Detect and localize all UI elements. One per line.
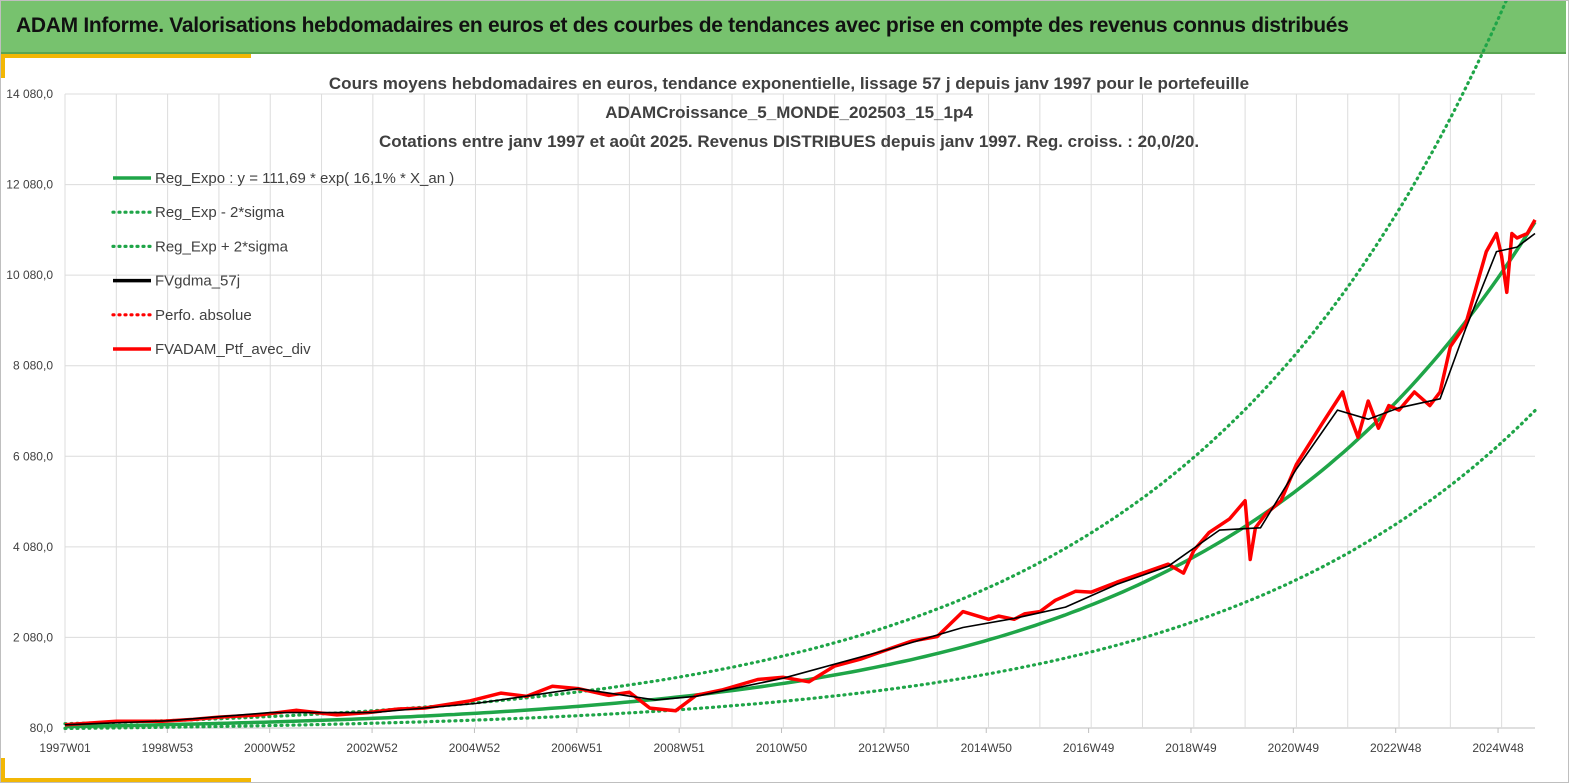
x-tick-label: 2006W51 [551,741,603,755]
x-tick-label: 2016W49 [1063,741,1115,755]
x-axis-ticks: 1997W01 1998W53 2000W52 2002W52 2004W52 2006W… [39,728,1524,755]
legend-label: Perfo. absolue [155,307,252,324]
accent-bar-bottom-vertical [1,758,5,782]
chart-title-line-1: Cours moyens hebdomadaires en euros, ten… [329,74,1249,93]
fvgdma-57j-line [64,232,1536,726]
y-tick-label: 6 080,0 [13,449,53,463]
title-banner: ADAM Informe. Valorisations hebdomadaire… [1,1,1566,54]
x-tick-label: 1998W53 [142,741,194,755]
x-tick-label: 2018W49 [1165,741,1217,755]
chart-title-line-2: ADAMCroissance_5_MONDE_202503_15_1p4 [605,103,973,122]
fvadam-ptf-avec-div-line [64,219,1537,727]
x-tick-label: 2008W51 [653,741,705,755]
chart-title-line-3: Cotations entre janv 1997 et août 2025. … [379,132,1199,151]
legend: Reg_Expo : y = 111,69 * exp( 16,1% * X_a… [111,170,454,358]
reg-exp-minus-2sigma-line [63,409,1537,731]
x-tick-label: 2000W52 [244,741,296,755]
x-tick-label: 1997W01 [39,741,91,755]
y-tick-label: 12 080,0 [6,178,53,192]
x-tick-label: 2012W50 [858,741,910,755]
legend-label: Reg_Expo : y = 111,69 * exp( 16,1% * X_a… [155,170,454,187]
legend-label: Reg_Exp - 2*sigma [155,204,285,221]
accent-bar-bottom [1,778,251,782]
accent-bar-top [1,54,251,58]
banner-title: ADAM Informe. Valorisations hebdomadaire… [16,14,1349,37]
legend-label: Reg_Exp + 2*sigma [155,238,289,255]
reg-exp-plus-2sigma-line [63,1,1508,726]
y-tick-label: 8 080,0 [13,359,53,373]
y-tick-label: 80,0 [30,721,54,735]
series-lines [63,1,1537,731]
accent-bar-top-vertical [1,54,5,78]
y-tick-label: 4 080,0 [13,540,53,554]
x-tick-label: 2004W52 [449,741,501,755]
y-tick-label: 10 080,0 [6,268,53,282]
legend-label: FVgdma_57j [155,273,240,290]
x-tick-label: 2010W50 [756,741,808,755]
chart-title: Cours moyens hebdomadaires en euros, ten… [329,74,1249,151]
x-tick-label: 2022W48 [1370,741,1422,755]
y-axis-ticks: 80,0 2 080,0 4 080,0 6 080,0 8 080,0 10 080,0… [6,87,53,735]
gridlines [64,93,1535,729]
y-tick-label: 2 080,0 [13,630,53,644]
legend-label: FVADAM_Ptf_avec_div [155,341,311,358]
x-tick-label: 2024W48 [1472,741,1524,755]
x-tick-label: 2002W52 [346,741,398,755]
x-tick-label: 2020W49 [1268,741,1320,755]
y-tick-label: 14 080,0 [6,87,53,101]
x-tick-label: 2014W50 [961,741,1013,755]
